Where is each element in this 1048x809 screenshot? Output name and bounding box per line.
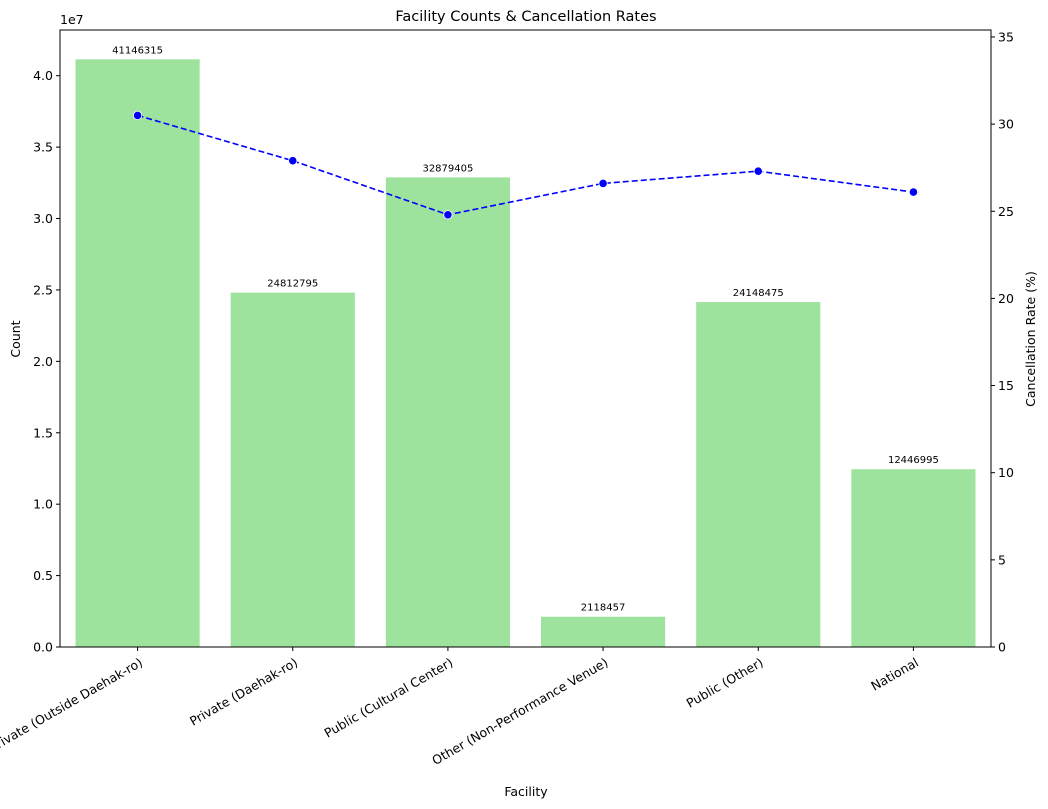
- y2-tick-label-0: 0: [998, 640, 1006, 655]
- rate-point-4: [598, 178, 608, 188]
- rate-point-1: [132, 110, 143, 121]
- y-tick-label-8: 4.0: [33, 68, 53, 83]
- bar-5: [696, 302, 821, 647]
- x-tick-label-4: Other (Non-Performance Venue): [429, 655, 610, 768]
- y-tick-label-1: 0.5: [33, 568, 53, 583]
- x-tick-label-2: Private (Daehak-ro): [187, 655, 300, 729]
- x-tick-label-3: Public (Cultural Center): [321, 655, 455, 741]
- bar-2: [230, 292, 355, 647]
- rate-point-6: [908, 187, 919, 197]
- y2-tick-label-4: 20: [998, 291, 1014, 306]
- y-axis-exponent-label: 1e7: [60, 12, 84, 27]
- y2-tick-label-3: 15: [998, 378, 1014, 393]
- y-axis-label: Count: [8, 320, 23, 357]
- bar-6: [851, 469, 976, 647]
- x-tick-label-5: Public (Other): [684, 655, 766, 711]
- bars-layer: 41146315 24812795 32879405 2118457 24148475 1…: [75, 45, 976, 648]
- bar-1: [75, 59, 200, 648]
- y2-axis-label: Cancellation Rate (%): [1023, 271, 1038, 407]
- line-layer: [132, 110, 919, 220]
- bar-value-label-3: 32879405: [422, 163, 473, 174]
- bar-value-label-2: 24812795: [267, 279, 318, 290]
- y-tick-label-3: 1.5: [33, 425, 53, 440]
- x-tick-label-1: Private (Outside Daehak-ro): [0, 655, 145, 755]
- x-axis-label: Facility: [504, 784, 548, 799]
- y-tick-label-0: 0.0: [33, 640, 53, 655]
- rate-point-3: [443, 210, 453, 220]
- y2-tick-label-6: 30: [998, 117, 1014, 132]
- bar-4: [541, 616, 666, 647]
- y2-tick-label-2: 10: [998, 465, 1014, 480]
- cancellation-rate-line: [137, 114, 914, 216]
- x-tick-label-6: National: [868, 655, 921, 694]
- chart-title: Facility Counts & Cancellation Rates: [395, 9, 656, 25]
- y-tick-label-4: 2.0: [33, 354, 53, 369]
- bar-value-label-1: 41146315: [112, 45, 163, 56]
- bar-3: [385, 177, 510, 647]
- y2-tick-label-1: 5: [998, 552, 1006, 567]
- bar-value-label-5: 24148475: [733, 288, 784, 299]
- y2-tick-label-5: 25: [998, 204, 1014, 219]
- y2-tick-label-7: 35: [998, 29, 1014, 44]
- bar-value-label-4: 2118457: [581, 603, 626, 614]
- y-tick-label-5: 2.5: [33, 282, 53, 297]
- rate-point-2: [288, 156, 298, 166]
- rate-point-5: [753, 166, 763, 176]
- bar-value-label-6: 12446995: [888, 455, 939, 466]
- y-tick-label-7: 3.5: [33, 140, 53, 155]
- y-tick-label-2: 1.0: [33, 497, 53, 512]
- plot-frame: [59, 29, 992, 648]
- y-tick-label-6: 3.0: [33, 211, 53, 226]
